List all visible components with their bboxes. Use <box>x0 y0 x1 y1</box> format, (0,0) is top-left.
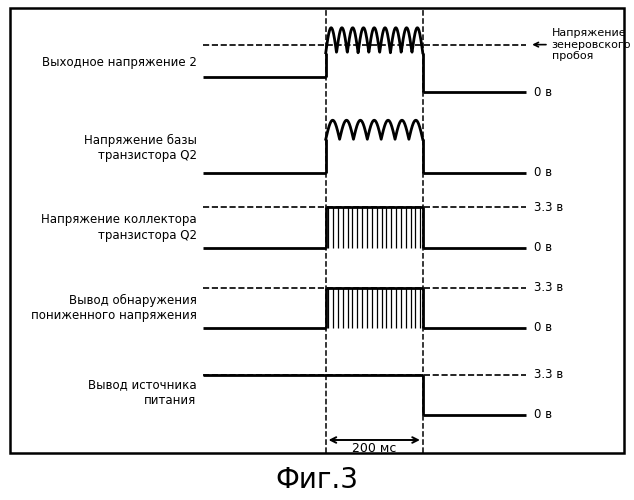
Bar <box>10 8 624 452</box>
Text: 0 в: 0 в <box>534 86 552 99</box>
Text: Выходное напряжение 2: Выходное напряжение 2 <box>42 56 197 69</box>
Text: 3.3 в: 3.3 в <box>534 368 563 382</box>
Text: 3.3 в: 3.3 в <box>534 281 563 294</box>
Text: 0 в: 0 в <box>534 321 552 334</box>
Text: Вывод обнаружения
пониженного напряжения: Вывод обнаружения пониженного напряжения <box>30 294 197 322</box>
Text: 200 мс: 200 мс <box>352 442 396 456</box>
Text: 0 в: 0 в <box>534 408 552 422</box>
Text: 0 в: 0 в <box>534 241 552 254</box>
Text: 3.3 в: 3.3 в <box>534 201 563 214</box>
Text: Фиг.3: Фиг.3 <box>276 466 358 494</box>
Text: 0 в: 0 в <box>534 166 552 179</box>
Text: Напряжение
зенеровского
пробоя: Напряжение зенеровского пробоя <box>534 28 631 61</box>
Text: Вывод источника
питания: Вывод источника питания <box>88 378 197 406</box>
Text: Напряжение базы
транзистора Q2: Напряжение базы транзистора Q2 <box>84 134 197 162</box>
Text: Напряжение коллектора
транзистора Q2: Напряжение коллектора транзистора Q2 <box>41 214 197 242</box>
